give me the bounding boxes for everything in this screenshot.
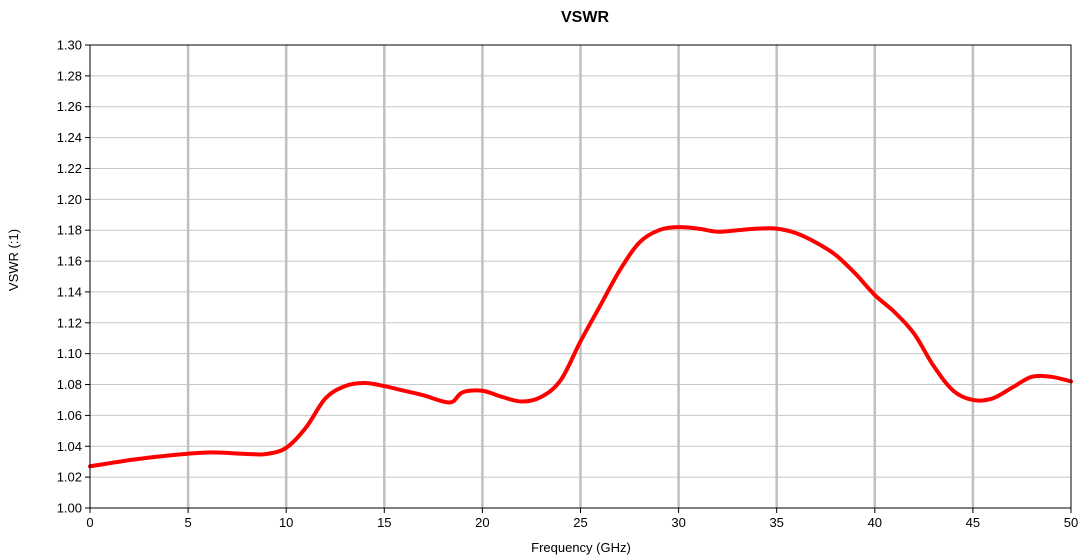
x-tick-label: 15 [377, 515, 391, 530]
series-layer [88, 225, 1073, 469]
y-tick-label: 1.28 [57, 68, 82, 83]
x-axis-label: Frequency (GHz) [531, 540, 631, 555]
y-tick-label: 1.30 [57, 38, 82, 53]
y-tick-labels: 1.00 1.02 1.04 1.06 1.08 1.10 1.12 1.14 1.16 1.18… [57, 38, 90, 516]
y-tick-label: 1.08 [57, 377, 82, 392]
x-tick-label: 25 [573, 515, 587, 530]
x-tick-label: 20 [475, 515, 489, 530]
x-tick-label: 10 [279, 515, 293, 530]
y-tick-label: 1.26 [57, 99, 82, 114]
x-tick-label: 0 [86, 515, 93, 530]
chart-title: VSWR [561, 9, 609, 26]
x-tick-label: 30 [671, 515, 685, 530]
vswr-series-line [88, 225, 1073, 469]
y-tick-label: 1.00 [57, 501, 82, 516]
x-tick-label: 40 [868, 515, 882, 530]
y-tick-label: 1.10 [57, 346, 82, 361]
y-tick-label: 1.22 [57, 161, 82, 176]
y-tick-label: 1.04 [57, 439, 82, 454]
x-tick-label: 50 [1064, 515, 1078, 530]
x-tick-label: 45 [966, 515, 980, 530]
x-tick-labels: 0 5 10 15 20 25 30 35 40 45 50 [86, 508, 1078, 530]
y-axis-label: VSWR (:1) [6, 229, 21, 291]
x-tick-label: 5 [184, 515, 191, 530]
y-tick-label: 1.06 [57, 408, 82, 423]
grid-lines [90, 45, 1071, 508]
y-tick-label: 1.24 [57, 130, 82, 145]
y-tick-label: 1.12 [57, 315, 82, 330]
y-tick-label: 1.20 [57, 192, 82, 207]
y-tick-label: 1.02 [57, 470, 82, 485]
y-tick-label: 1.14 [57, 284, 82, 299]
x-tick-label: 35 [769, 515, 783, 530]
y-tick-label: 1.16 [57, 254, 82, 269]
y-tick-label: 1.18 [57, 223, 82, 238]
